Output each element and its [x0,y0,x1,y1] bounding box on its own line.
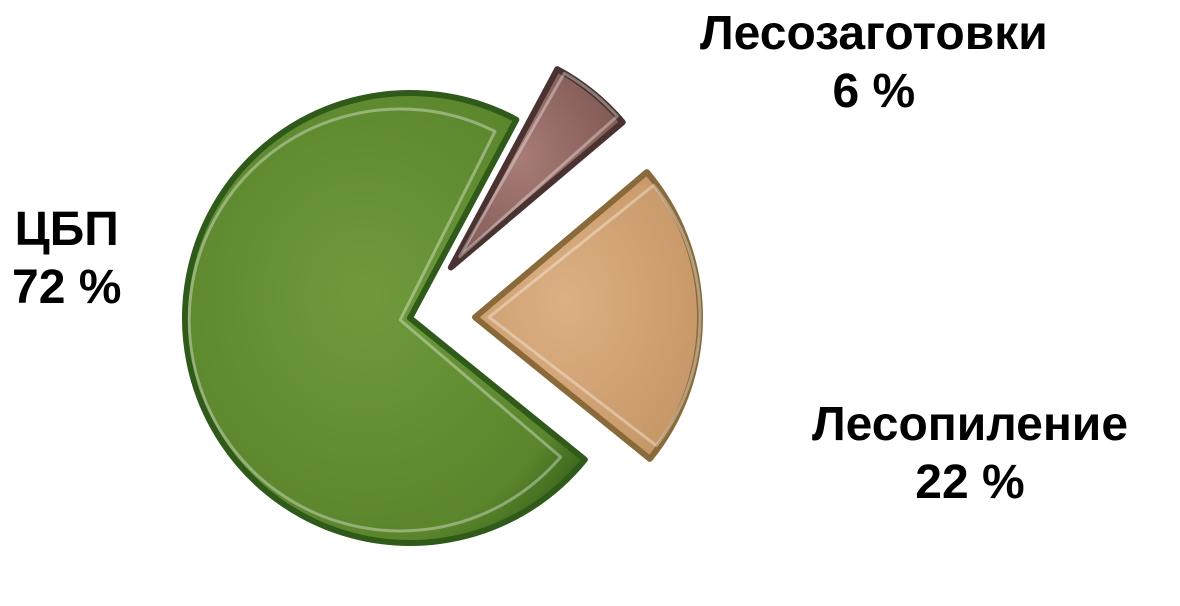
label-lesopilenie: Лесопиление 22 % [812,396,1128,512]
slice-lesopilenie-bevel [487,183,702,448]
label-lesopilenie-value: 22 % [915,456,1025,509]
slice-lesozagotovki-shape [447,66,626,271]
label-lesozagotovki-value: 6 % [832,65,916,118]
label-lesozagotovki: Лесозаготовки 6 % [700,5,1048,121]
slice-lesopilenie [471,169,703,462]
slice-cbp-shape [182,90,588,546]
label-cbp: ЦБП 72 % [12,201,121,317]
slice-cbp [182,90,588,546]
label-cbp-value: 72 % [12,261,122,314]
label-cbp-name: ЦБП [14,203,119,256]
label-lesopilenie-name: Лесопиление [812,398,1129,451]
slices-layer [182,66,703,546]
label-lesozagotovki-name: Лесозаготовки [700,7,1048,60]
slice-lesopilenie-shape [471,169,703,462]
slice-lesozagotovki-bevel [458,71,619,259]
slice-lesozagotovki [447,66,626,271]
slice-cbp-bevel [187,107,563,533]
